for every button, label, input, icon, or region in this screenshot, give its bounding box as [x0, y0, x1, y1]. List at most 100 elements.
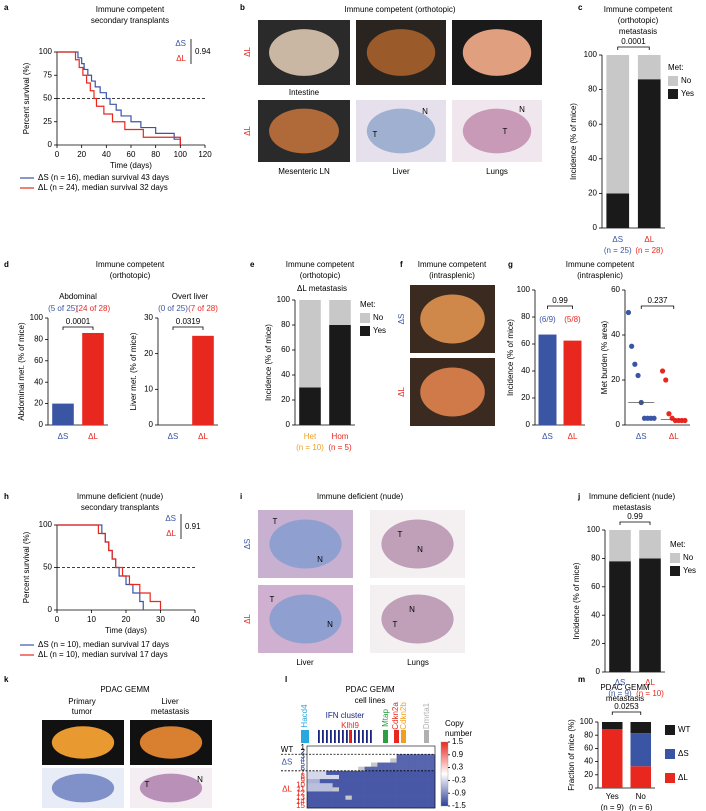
- bar-segment: [606, 193, 630, 228]
- panel-letter: c: [578, 3, 583, 12]
- heatmap-cell: [396, 803, 404, 809]
- heatmap-cell: [345, 795, 353, 801]
- heatmap-cell: [409, 750, 417, 755]
- heatmap-cell: [415, 799, 423, 805]
- y-tick-label: 60: [584, 744, 593, 753]
- heatmap-cell: [396, 770, 404, 776]
- heatmap-cell: [345, 746, 353, 751]
- heatmap-cell: [345, 766, 353, 772]
- bar: [52, 403, 74, 425]
- p-bracket: [62, 326, 94, 330]
- data-point: [632, 361, 638, 367]
- photo-subject: [269, 594, 342, 644]
- caption: Intestine: [289, 88, 320, 97]
- heatmap-cell: [351, 795, 359, 801]
- y-tick-label: 20: [588, 189, 597, 198]
- y-tick-label: 80: [588, 85, 597, 94]
- heatmap-cell: [313, 774, 321, 780]
- x-tick-sublabel: (n = 5): [328, 443, 352, 452]
- heatmap-cell: [351, 746, 359, 751]
- y-tick-label: 100: [580, 717, 594, 726]
- heatmap-cell: [319, 750, 327, 755]
- heatmap-cell: [371, 774, 378, 780]
- heatmap-cell: [332, 803, 340, 809]
- heatmap-cell: [307, 779, 314, 784]
- legend-title: Met:: [668, 63, 684, 72]
- heatmap-cell: [403, 791, 410, 796]
- heatmap-cell: [332, 787, 340, 792]
- y-axis-label: Percent survival (%): [22, 62, 31, 134]
- chart-title: metastasis: [619, 27, 657, 36]
- gene-label: Cdkn2b: [399, 702, 408, 730]
- panel-letter: l: [285, 675, 287, 684]
- heatmap-cell: [409, 746, 417, 751]
- y-tick-label: 100: [277, 295, 291, 304]
- heatmap-cell: [415, 791, 423, 796]
- heatmap-cell: [326, 758, 333, 763]
- heatmap-cell: [377, 758, 385, 763]
- chart-title: Immune competent: [566, 260, 635, 269]
- chart-title: (orthotopic): [110, 271, 151, 280]
- region-label: N: [409, 605, 415, 614]
- region-label: N: [317, 555, 323, 564]
- y-tick-label: 100: [39, 47, 53, 56]
- x-tick-label: ΔS: [615, 678, 626, 687]
- bar-segment: [329, 300, 351, 325]
- p-value: 0.94: [195, 47, 211, 56]
- x-tick-label: ΔL: [645, 678, 655, 687]
- heatmap-cell: [339, 803, 346, 809]
- panel-letter: h: [4, 492, 9, 501]
- legend-label: No: [681, 76, 692, 85]
- heatmap-cell: [371, 770, 378, 776]
- region-label: N: [417, 545, 423, 554]
- survival-curve: [57, 524, 162, 610]
- gene-marker: [326, 730, 328, 743]
- panel-title: Immune deficient (nude): [317, 492, 404, 501]
- heatmap-cell: [422, 791, 429, 796]
- heatmap-cell: [358, 779, 365, 784]
- heatmap-cell: [377, 787, 385, 792]
- heatmap-cell: [383, 774, 391, 780]
- y-tick-label: 20: [144, 349, 153, 358]
- heatmap-cell: [371, 787, 378, 792]
- x-tick-sublabel: (n = 6): [629, 803, 653, 811]
- heatmap-cell: [326, 779, 333, 784]
- heatmap-cell: [319, 746, 327, 751]
- photo-subject: [366, 108, 436, 154]
- bar-segment: [630, 722, 652, 734]
- gene-label: IFN cluster: [326, 711, 365, 720]
- gene-marker: [346, 730, 348, 743]
- heatmap-cell: [358, 799, 365, 805]
- bar-segment: [637, 55, 661, 80]
- heatmap-cell: [377, 779, 385, 784]
- photo-subject: [462, 29, 532, 76]
- x-tick-sublabel: (n = 9): [601, 803, 625, 811]
- legend-label: ΔS: [678, 749, 689, 758]
- gene-marker: [366, 730, 368, 743]
- gene-marker: [322, 730, 324, 743]
- y-tick-label: 60: [588, 119, 597, 128]
- heatmap-cell: [422, 758, 429, 763]
- row-label: 9: [301, 776, 306, 785]
- heatmap-cell: [415, 754, 423, 759]
- heatmap-cell: [313, 746, 321, 751]
- y-axis-label: Percent survival (%): [22, 531, 31, 603]
- heatmap-cell: [403, 746, 410, 751]
- panel-letter: g: [508, 260, 513, 269]
- heatmap-cell: [390, 783, 397, 788]
- y-tick-label: 0: [526, 420, 531, 429]
- x-tick-label: Yes: [606, 792, 619, 801]
- heatmap-cell: [422, 754, 429, 759]
- heatmap-cell: [383, 783, 391, 788]
- heatmap-cell: [403, 750, 410, 755]
- heatmap-cell: [332, 766, 340, 772]
- x-tick-label: 80: [151, 150, 160, 159]
- photo-subject: [51, 726, 115, 759]
- y-tick-label: 60: [611, 285, 620, 294]
- heatmap-cell: [390, 787, 397, 792]
- chart-title: Immune competent: [96, 260, 165, 269]
- heatmap-cell: [332, 791, 340, 796]
- heatmap-cell: [326, 791, 333, 796]
- heatmap-cell: [332, 746, 340, 751]
- photo-subject: [381, 519, 454, 569]
